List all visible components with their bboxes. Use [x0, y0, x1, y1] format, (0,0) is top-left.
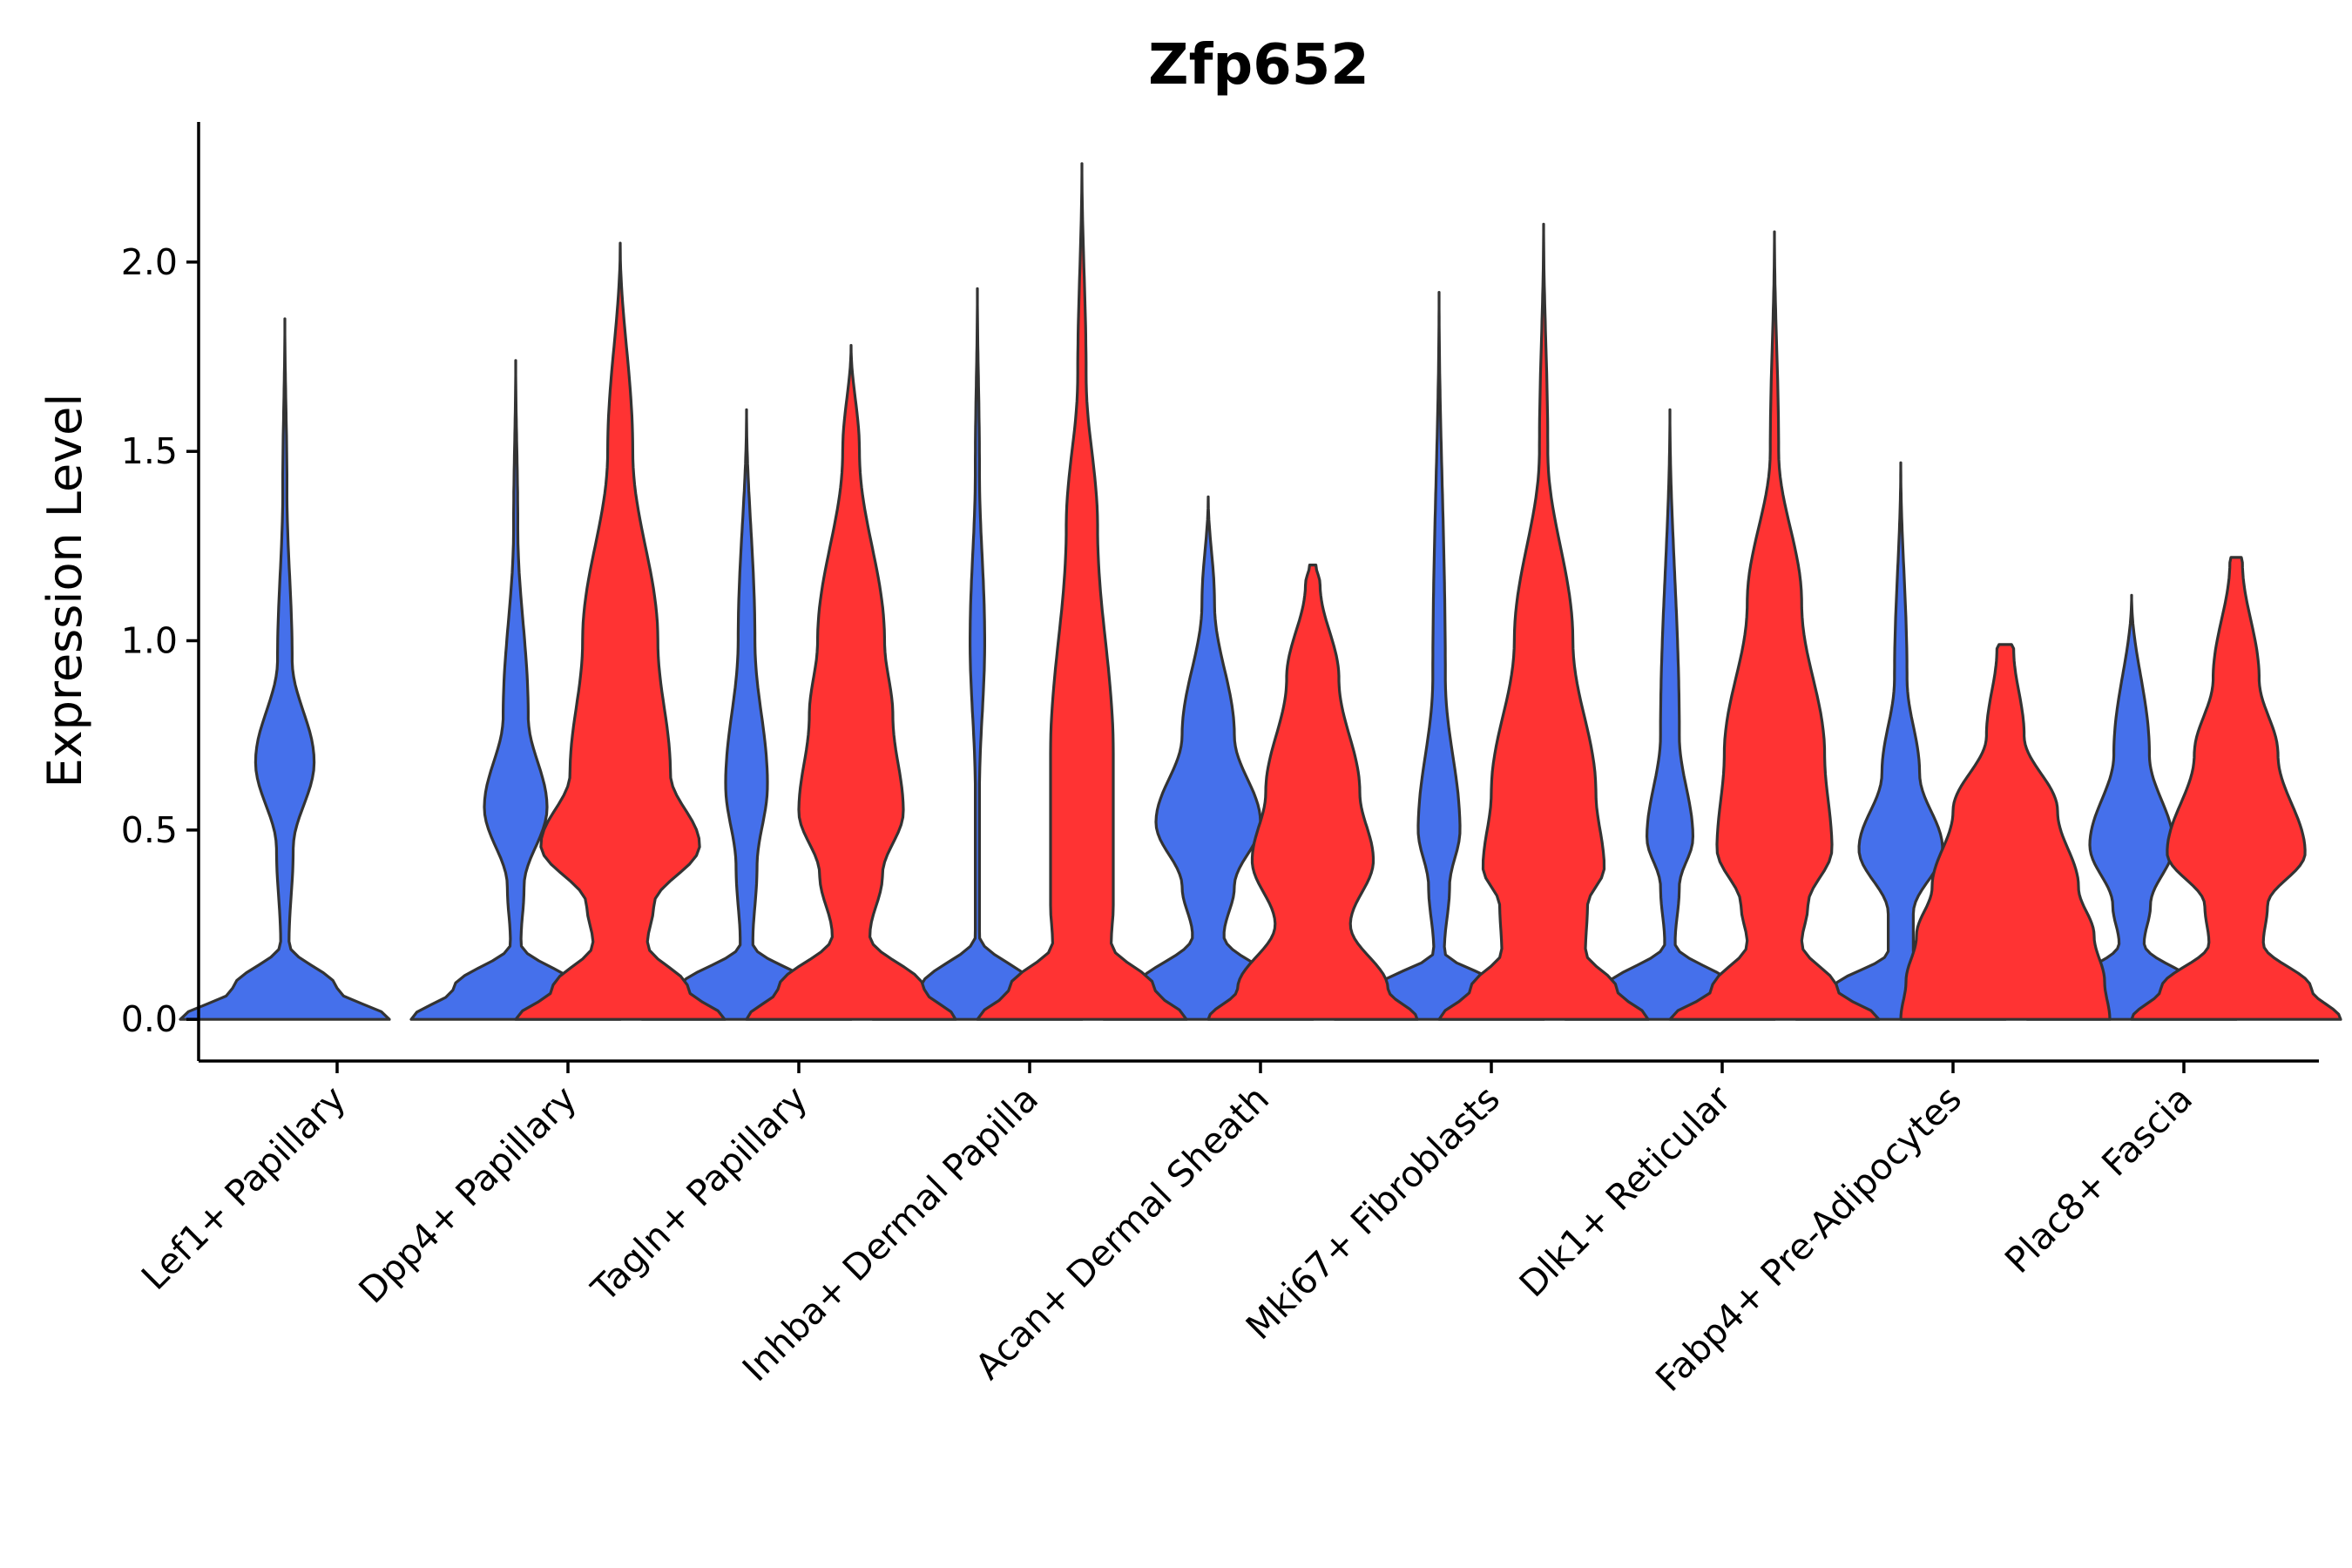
x-tick-label: Plac8+ Fascia: [1997, 1078, 2200, 1281]
chart-title: Zfp652: [1148, 33, 1369, 98]
x-tick-label: Lef1+ Papillary: [133, 1078, 354, 1298]
y-tick-label: 2.0: [121, 241, 178, 283]
violin-group2-8: [1899, 643, 2112, 1021]
violin-group2-6: [1437, 222, 1650, 1021]
violin-group1-8: [1794, 461, 2007, 1021]
x-tick-label: Dpp4+ Papillary: [351, 1078, 585, 1311]
violin-group2-4: [976, 162, 1188, 1021]
violin-group1-4: [871, 287, 1084, 1021]
violin-group1-6: [1333, 291, 1545, 1021]
y-tick-label: 1.0: [121, 620, 178, 662]
violin-group1-7: [1564, 408, 1776, 1021]
y-tick-label: 1.5: [121, 430, 178, 472]
violins-layer: [179, 162, 2342, 1021]
violin-group1-3: [640, 408, 853, 1021]
violin-group2-2: [514, 241, 727, 1021]
violin-group1-2: [409, 359, 622, 1021]
violin-group2-9: [2130, 556, 2342, 1021]
violin-group2-3: [745, 343, 957, 1021]
y-tick-label: 0.5: [121, 809, 178, 851]
x-tick-label: Tagln+ Papillary: [583, 1078, 815, 1310]
violin-group1-5: [1102, 495, 1315, 1021]
violin-group2-7: [1668, 230, 1881, 1021]
y-tick-label: 0.0: [121, 998, 178, 1040]
x-tick-label: Mki67+ Fibroblasts: [1238, 1078, 1508, 1348]
violin-group1-1: [179, 317, 391, 1021]
x-tick-label: Dlk1+ Reticular: [1511, 1078, 1739, 1305]
violin-group2-5: [1206, 564, 1419, 1021]
violin-group1-9: [2025, 593, 2238, 1021]
y-axis-label: Expression Level: [37, 394, 92, 788]
